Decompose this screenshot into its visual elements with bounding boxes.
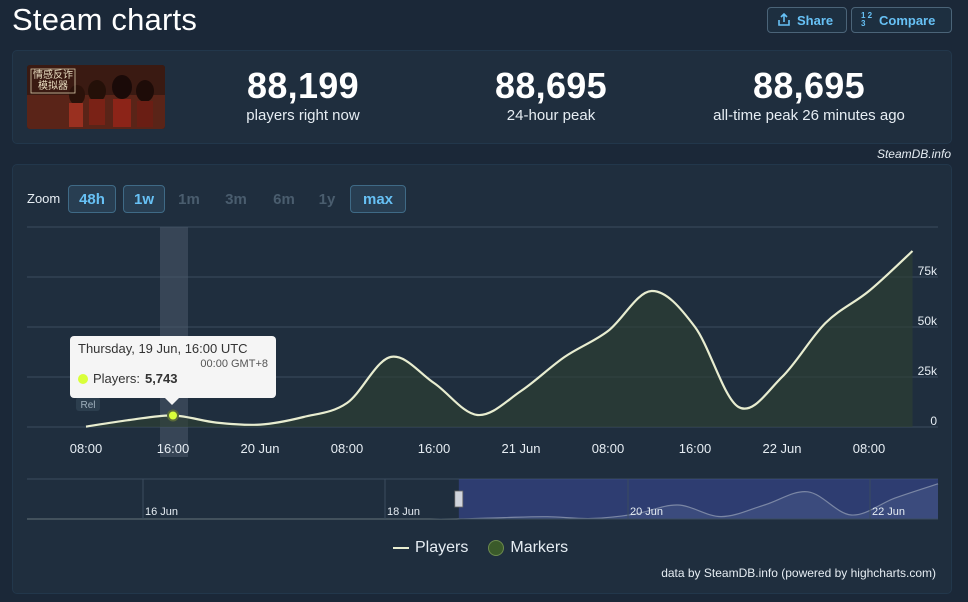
zoom-1m-button[interactable]: 1m [178,190,200,208]
x-tick-label: 20 Jun [240,441,279,456]
compare-button[interactable]: 1 2 3 Compare [851,7,952,33]
x-tick-label: 08:00 [592,441,625,456]
release-marker-badge [76,397,100,411]
powered-by-credit: data by SteamDB.info (powered by highcha… [661,566,936,580]
navigator-tick-label: 22 Jun [872,506,905,518]
chart-tooltip: Thursday, 19 Jun, 16:00 UTC 00:00 GMT+8 … [70,336,276,405]
share-label: Share [797,12,834,28]
zoom-max-button[interactable]: max [350,185,406,213]
stat-current-players: 88,199 players right now [193,65,413,125]
navigator-handle-left[interactable] [454,490,464,508]
share-button[interactable]: Share [767,7,847,33]
peak-24h-label: 24-hour peak [506,107,596,124]
all-time-peak-value: 88,695 [753,65,865,106]
legend-players-label: Players [415,539,469,556]
current-players-value: 88,199 [247,65,359,106]
legend-markers[interactable]: Markers [488,539,568,557]
x-tick-label: 21 Jun [501,441,540,456]
legend-markers-label: Markers [510,539,569,556]
zoom-1y-button[interactable]: 1y [318,190,336,208]
navigator-tick-label: 16 Jun [145,506,178,518]
tooltip-date: Thursday, 19 Jun, 16:00 UTC [78,341,248,356]
navigator-tick-label: 18 Jun [387,506,420,518]
players-line [85,250,914,428]
players-chart[interactable]: 0 25k 50k 75k Rel 08:00 16:00 20 Jun 08:00 16:00 2… [13,165,951,593]
zoom-6m-button[interactable]: 6m [273,190,295,208]
tooltip-label: Players: [93,371,140,386]
chart-legend: Players Markers [393,539,568,557]
all-time-peak-label: all-time peak 26 minutes ago [713,107,905,124]
data-point [167,409,179,422]
current-players-label: players right now [246,107,360,124]
tooltip-timezone: 00:00 GMT+8 [200,358,268,370]
steamdb-credit: SteamDB.info [876,147,951,161]
y-tick-label: 0 [930,414,937,428]
x-tick-label: 16:00 [679,441,712,456]
game-cover-image[interactable]: 情感反诈 模拟器 [27,65,165,129]
compare-label: Compare [879,12,936,28]
share-icon [778,13,790,26]
release-marker-label: Rel [80,400,95,411]
y-tick-label: 25k [918,364,938,378]
tooltip-value: 5,743 [144,371,178,386]
compare-icon: 1 2 3 [861,11,873,28]
x-tick-label: 16:00 [418,441,451,456]
navigator-selection [458,479,938,519]
navigator-tick-label: 20 Jun [630,506,663,518]
tooltip-players-row: Players: 5,743 [78,371,268,386]
cover-title-text: 情感反诈 模拟器 [33,70,73,92]
y-tick-label: 75k [918,264,938,278]
cover-art [27,65,165,129]
legend-players[interactable]: Players [393,539,468,557]
release-marker: Rel [76,397,100,411]
zoom-label: Zoom [27,191,61,206]
tooltip-series-dot [78,373,88,384]
chart-panel: 0 25k 50k 75k Rel 08:00 16:00 20 Jun 08:00 16:00 2… [12,164,952,594]
x-tick-label: 16:00 [157,441,190,456]
peak-24h-value: 88,695 [495,65,607,106]
stats-panel: 情感反诈 模拟器 88,199 players right now 88,695… [12,50,952,144]
y-tick-label: 50k [918,314,938,328]
x-tick-label: 22 Jun [762,441,801,456]
stat-24h-peak: 88,695 24-hour peak [441,65,661,125]
x-tick-label: 08:00 [331,441,364,456]
legend-markers-dot [488,540,505,556]
legend-players-line [393,547,409,549]
zoom-48h-button[interactable]: 48h [68,185,116,213]
stat-all-time-peak: 88,695 all-time peak 26 minutes ago [689,65,929,125]
page-title: Steam charts [12,2,198,37]
x-tick-label: 08:00 [853,441,886,456]
zoom-1w-button[interactable]: 1w [123,185,165,213]
players-area [86,251,913,427]
x-tick-label: 08:00 [70,441,103,456]
zoom-3m-button[interactable]: 3m [225,190,247,208]
